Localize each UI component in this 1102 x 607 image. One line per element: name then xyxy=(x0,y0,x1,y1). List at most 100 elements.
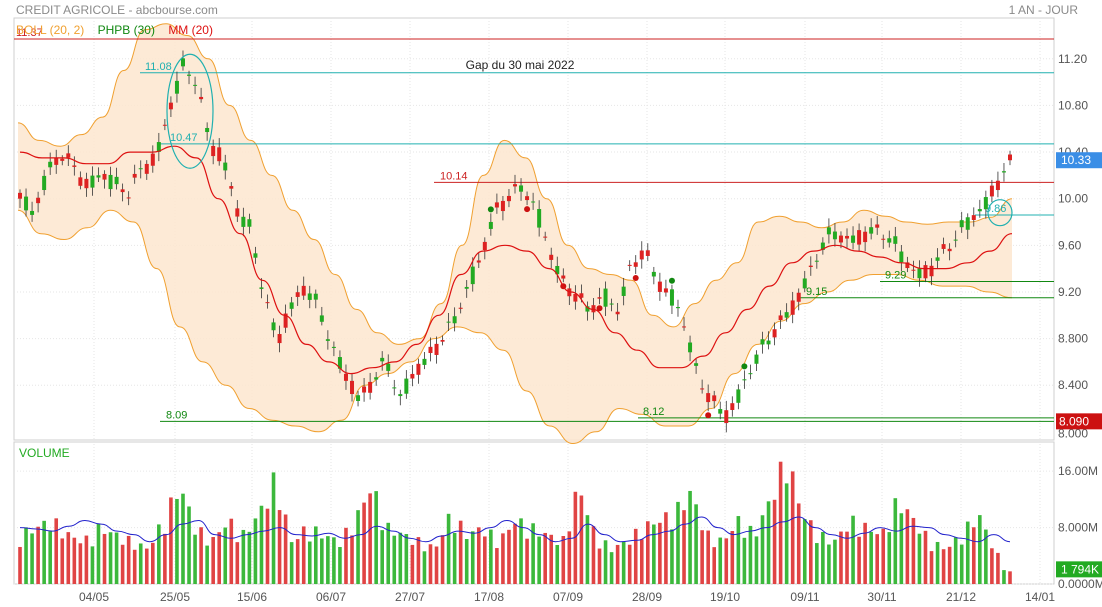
candle-body xyxy=(422,358,427,365)
candle-body xyxy=(760,339,765,345)
level-label: 10.14 xyxy=(440,170,468,182)
volume-bar xyxy=(911,517,916,584)
volume-bar xyxy=(277,510,282,584)
x-tick-label: 17/08 xyxy=(474,590,504,604)
candle-body xyxy=(54,157,59,165)
candle-body xyxy=(603,288,608,307)
volume-bar xyxy=(356,510,360,584)
volume-tick-label: 8.000M xyxy=(1058,521,1098,535)
volume-bar xyxy=(181,493,185,584)
candle-body xyxy=(494,202,499,208)
volume-bar xyxy=(350,535,354,584)
volume-bar xyxy=(151,542,155,584)
candle-body xyxy=(820,242,825,250)
candle-body xyxy=(784,312,789,318)
volume-bar xyxy=(609,552,614,584)
candle-body xyxy=(537,209,542,228)
volume-bar xyxy=(573,491,578,584)
candle-body xyxy=(428,346,433,354)
candle-body xyxy=(30,210,35,215)
volume-bar xyxy=(531,523,535,584)
low-marker-label: 8.090 xyxy=(1059,414,1089,428)
candle-body xyxy=(869,227,874,234)
candle-body xyxy=(851,235,856,243)
volume-average-line xyxy=(19,516,1011,543)
volume-bar xyxy=(784,483,789,584)
volume-bar xyxy=(863,522,867,584)
candle-body xyxy=(199,96,204,100)
candle-body xyxy=(283,313,288,328)
volume-bar xyxy=(259,505,264,584)
volume-bar xyxy=(790,471,795,584)
candle-body xyxy=(126,197,131,199)
candle-body xyxy=(609,303,614,305)
volume-bar xyxy=(851,515,855,584)
level-label: 11.08 xyxy=(145,61,172,73)
volume-bar xyxy=(446,513,451,584)
candle-body xyxy=(778,315,783,321)
candle-body xyxy=(796,292,801,302)
volume-bar xyxy=(706,530,710,584)
volume-bar xyxy=(422,551,427,584)
level-label: 9.15 xyxy=(806,286,827,298)
x-tick-label: 28/09 xyxy=(632,590,662,604)
volume-bar xyxy=(229,518,234,584)
y-tick-label: 8.800 xyxy=(1058,332,1088,346)
candle-body xyxy=(941,244,946,249)
candle-body xyxy=(712,395,717,402)
candle-body xyxy=(265,302,270,304)
price-panel-frame xyxy=(13,17,1055,441)
volume-bar xyxy=(404,534,409,584)
last-volume-box xyxy=(1056,561,1102,578)
volume-bar xyxy=(96,523,101,584)
candle-body xyxy=(217,147,222,162)
volume-bar xyxy=(205,545,209,584)
volume-bar xyxy=(959,544,964,584)
candle-body xyxy=(500,200,505,212)
volume-bar xyxy=(398,532,403,584)
volume-bar xyxy=(368,493,372,584)
candle-body xyxy=(132,173,137,178)
bollinger-upper-line xyxy=(17,23,1013,345)
candle-body xyxy=(766,340,771,345)
volume-bar xyxy=(996,552,1000,584)
x-tick-label: 14/01 xyxy=(1025,590,1055,604)
volume-bar xyxy=(984,529,988,584)
chart-period[interactable]: 1 AN - JOUR xyxy=(1008,3,1078,17)
x-tick-label: 06/07 xyxy=(316,590,346,604)
volume-bar xyxy=(923,530,928,584)
candle-body xyxy=(205,127,210,133)
volume-bar xyxy=(978,515,982,584)
candle-body xyxy=(700,388,705,390)
candle-body xyxy=(362,386,367,393)
candle-body xyxy=(857,230,862,245)
candle-body xyxy=(1008,154,1012,161)
candle-body xyxy=(675,307,680,309)
volume-bar xyxy=(549,534,554,584)
candle-body xyxy=(718,409,723,414)
x-tick-label: 27/07 xyxy=(395,590,425,604)
volume-bar xyxy=(646,521,650,584)
legend-phpb: PHPB (30) xyxy=(97,23,155,37)
volume-bar xyxy=(428,544,433,584)
volume-bar xyxy=(712,547,717,584)
volume-bar xyxy=(821,532,825,584)
candle-body xyxy=(959,220,964,228)
volume-bar xyxy=(591,526,596,584)
candle-body xyxy=(917,268,922,279)
x-tick-label: 30/11 xyxy=(867,590,896,604)
candle-body xyxy=(325,339,330,341)
candle-body xyxy=(513,184,517,187)
candle-body xyxy=(663,288,668,293)
candle-body xyxy=(102,173,107,180)
candle-body xyxy=(555,265,560,275)
candle-body xyxy=(410,373,415,379)
candle-body xyxy=(977,209,982,212)
volume-bar xyxy=(72,537,77,584)
candle-body xyxy=(579,293,584,298)
volume-bar xyxy=(169,497,173,584)
volume-bar xyxy=(730,531,735,584)
candle-body xyxy=(621,286,626,296)
phpb-marker xyxy=(741,363,748,370)
candle-body xyxy=(875,224,880,228)
